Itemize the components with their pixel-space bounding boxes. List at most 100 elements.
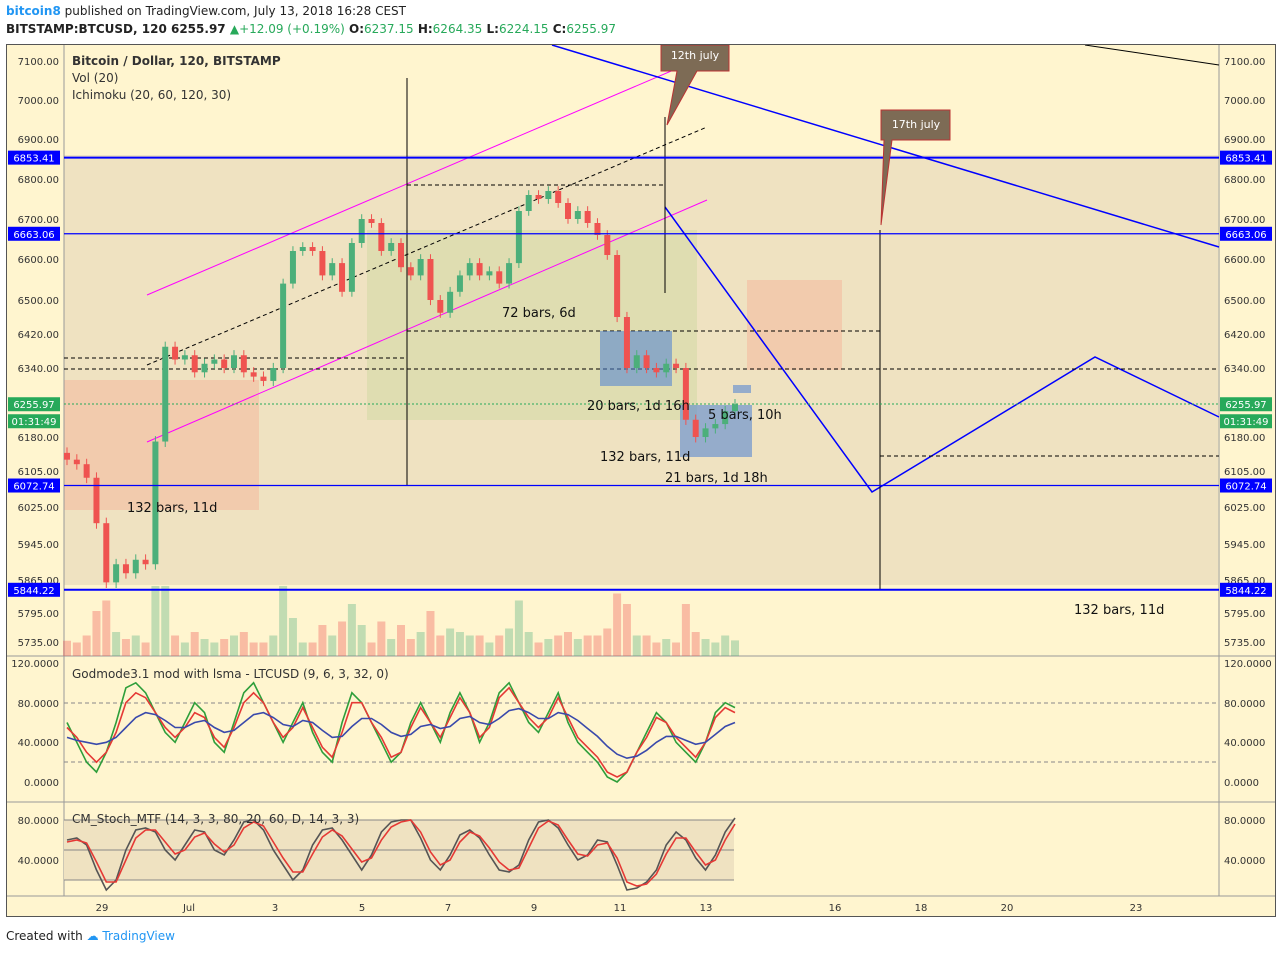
candle-body xyxy=(113,564,120,583)
candles xyxy=(64,186,738,589)
price-tag-left-bg xyxy=(8,397,60,412)
volume-bar xyxy=(465,635,474,656)
x-tick: 16 xyxy=(829,903,842,914)
chart-svg[interactable]: 7100.00 7100.00 7000.00 7000.00 6900.00 6900.… xyxy=(7,44,1275,916)
volume-bar xyxy=(672,642,681,656)
candle-body xyxy=(103,523,110,583)
osc2-line xyxy=(66,819,736,887)
osc1-y-tick-left: 120.0000 xyxy=(11,659,59,670)
osc2-y-tick-right: 40.0000 xyxy=(1224,856,1265,867)
measure-box-3 xyxy=(733,385,751,393)
volume-bar xyxy=(554,635,563,656)
candle-body xyxy=(614,255,621,317)
volume-bar xyxy=(102,600,111,656)
volume-bar xyxy=(357,625,366,656)
volume-bar xyxy=(416,632,425,656)
volume-bar xyxy=(298,642,307,656)
legend-vol: Vol (20) xyxy=(72,71,119,85)
osc1-y-tick-right: 80.0000 xyxy=(1224,699,1265,710)
ichimoku-cloud-red xyxy=(64,380,259,510)
footer-created: Created with xyxy=(6,929,83,943)
volume-bar xyxy=(377,621,386,656)
x-tick: Jul xyxy=(182,903,195,914)
price-tag-left: 6072.74 xyxy=(13,482,54,493)
annotations: 72 bars, 6d 20 bars, 1d 16h 5 bars, 10h … xyxy=(127,306,1164,618)
candle-body xyxy=(299,247,306,251)
volume-bar xyxy=(72,642,81,656)
candle-body xyxy=(83,464,90,478)
osc1-line xyxy=(66,681,736,783)
osc1-line xyxy=(66,686,736,778)
volume-bar xyxy=(564,632,572,656)
volume-bar xyxy=(446,628,455,656)
x-tick: 29 xyxy=(96,903,109,914)
callout-12th-july[interactable]: 12th july xyxy=(660,44,730,126)
y-tick-right: 6800.00 xyxy=(1224,175,1265,186)
y-tick-right: 5945.00 xyxy=(1224,540,1265,551)
volume-bar xyxy=(210,642,219,656)
candle-body xyxy=(732,404,738,412)
y-tick-right: 6500.00 xyxy=(1224,296,1265,307)
volume-bar xyxy=(288,618,297,656)
volume-bar xyxy=(622,604,631,656)
price-tag-right: 6663.06 xyxy=(1225,230,1266,241)
volume-bar xyxy=(121,639,130,656)
candle-body xyxy=(407,267,414,276)
candle-body xyxy=(289,251,296,284)
y-tick-left: 7100.00 xyxy=(18,57,59,68)
y-tick-left: 6105.00 xyxy=(18,467,59,478)
legend-osc2: CM_Stoch_MTF (14, 3, 3, 80, 20, 60, D, 1… xyxy=(72,812,360,826)
price-tag-right-bg xyxy=(1220,582,1272,597)
symbol: BITSTAMP:BTCUSD, 120 xyxy=(6,22,167,36)
volume-bar xyxy=(387,639,396,656)
y-tick-left: 6180.00 xyxy=(18,433,59,444)
price-tag-right: 6072.74 xyxy=(1225,482,1266,493)
volume-bar xyxy=(436,635,445,656)
candle-body xyxy=(417,259,424,276)
osc2-line xyxy=(66,817,736,892)
price-tag-right: 6853.41 xyxy=(1225,154,1266,165)
volume-bar xyxy=(603,628,612,656)
channel-mid xyxy=(146,126,708,366)
candle-body xyxy=(181,355,188,360)
candle-body xyxy=(682,368,689,420)
candle-body xyxy=(172,346,179,360)
price-tag-left: 6663.06 xyxy=(13,230,54,241)
osc2-y-tick-left: 80.0000 xyxy=(18,816,59,827)
price-tag-left: 5844.22 xyxy=(13,586,54,597)
price-tag-left-bg xyxy=(8,226,60,241)
volume-bar xyxy=(230,635,238,656)
candle-body xyxy=(722,411,729,425)
callout-17th-july[interactable]: 17th july xyxy=(880,109,951,226)
volume-bar xyxy=(151,586,160,656)
volume-bar xyxy=(544,639,553,656)
oscillators xyxy=(66,681,736,892)
tradingview-link[interactable]: TradingView xyxy=(102,929,175,943)
osc2-y-tick-left: 40.0000 xyxy=(18,856,59,867)
price-tag-right-bg xyxy=(1220,478,1272,493)
y-tick-right: 6600.00 xyxy=(1224,255,1265,266)
x-tick: 11 xyxy=(614,903,627,914)
tradingview-logo-icon: ☁ xyxy=(86,929,99,943)
close-label: C: xyxy=(552,22,567,36)
channel-lower xyxy=(146,199,708,443)
footer: Created with ☁ TradingView xyxy=(6,929,175,943)
candle-body xyxy=(673,363,680,368)
candle-body xyxy=(368,219,375,223)
y-tick-left: 5795.00 xyxy=(18,609,59,620)
candle-body xyxy=(653,368,660,373)
author-link[interactable]: bitcoin8 xyxy=(6,4,61,18)
candle-body xyxy=(191,355,198,373)
volume-bar xyxy=(524,632,533,656)
price-tags: 6853.41 6853.41 6663.06 6663.06 6255.97 6255.… xyxy=(8,150,1272,597)
candle-body xyxy=(152,441,159,565)
y-tick-left: 6025.00 xyxy=(18,503,59,514)
volume-bar xyxy=(613,593,622,656)
volume-bar xyxy=(92,611,101,656)
close-value: 6255.97 xyxy=(566,22,616,36)
y-tick-left: 5735.00 xyxy=(18,638,59,649)
candle-body xyxy=(93,477,100,524)
candle-body xyxy=(712,424,719,429)
candle-body xyxy=(535,195,542,199)
chart-container[interactable]: 7100.00 7100.00 7000.00 7000.00 6900.00 6900.… xyxy=(6,44,1276,917)
